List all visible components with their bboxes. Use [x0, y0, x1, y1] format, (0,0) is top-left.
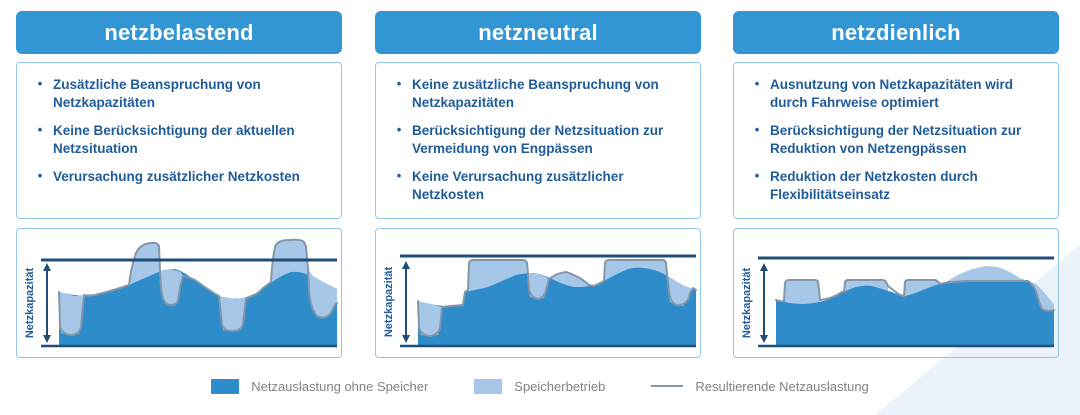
- bullets-box-netzneutral: • Keine zusätzliche Beanspruchung von Ne…: [375, 62, 701, 219]
- bullet-icon: •: [754, 168, 760, 184]
- legend-label: Speicherbetrieb: [514, 378, 606, 394]
- arrow-up-icon: [402, 261, 410, 269]
- column-netzneutral: netzneutral • Keine zusätzliche Beanspru…: [375, 0, 701, 358]
- storage-area: [160, 269, 183, 306]
- storage-area: [308, 269, 337, 317]
- resulting-load-curve: [775, 279, 1055, 312]
- chart-netzdienlich: Netzkapazität: [733, 228, 1059, 358]
- storage-area: [418, 301, 442, 336]
- load-area: [776, 281, 1054, 346]
- bullet-icon: •: [37, 168, 43, 184]
- bullet-text: Berücksichtigung der Netzsituation zur R…: [770, 123, 1022, 156]
- chart-netzneutral: Netzkapazität: [375, 228, 701, 358]
- column-title: netzneutral: [478, 19, 598, 45]
- result-line-swatch-icon: [651, 385, 684, 387]
- column-title: netzbelastend: [104, 19, 254, 45]
- list-item: • Ausnutzung von Netzkapazitäten wird du…: [744, 76, 1044, 111]
- chart-netzbelastend: Netzkapazität: [16, 228, 342, 358]
- chart-svg: Netzkapazität: [383, 254, 697, 348]
- bullet-text: Reduktion der Netzkosten durch Flexibili…: [770, 169, 978, 202]
- column-netzdienlich: netzdienlich • Ausnutzung von Netzkapazi…: [733, 0, 1059, 358]
- chart-svg: Netzkapazität: [24, 238, 338, 348]
- list-item: • Zusätzliche Beanspruchung von Netzkapa…: [27, 76, 327, 111]
- bullet-icon: •: [396, 168, 402, 184]
- column-header-netzbelastend: netzbelastend: [16, 11, 342, 54]
- list-item: • Reduktion der Netzkosten durch Flexibi…: [744, 168, 1044, 203]
- resulting-load-curve: [417, 259, 697, 337]
- bullet-text: Berücksichtigung der Netzsituation zur V…: [412, 123, 664, 156]
- legend-item-result: Resultierende Netzauslastung: [651, 378, 869, 394]
- load-area: [59, 269, 337, 346]
- bullet-text: Keine zusätzliche Beanspruchung von Netz…: [412, 77, 659, 110]
- legend-item-storage: Speicherbetrieb: [474, 378, 606, 394]
- arrow-down-icon: [402, 335, 410, 343]
- arrow-up-icon: [760, 263, 768, 271]
- axis-label: Netzkapazität: [24, 268, 36, 339]
- bullet-icon: •: [396, 122, 402, 138]
- legend-label: Resultierende Netzauslastung: [695, 378, 869, 394]
- bullets-box-netzbelastend: • Zusätzliche Beanspruchung von Netzkapa…: [16, 62, 342, 219]
- list-item: • Keine zusätzliche Beanspruchung von Ne…: [386, 76, 686, 111]
- bullet-text: Keine Berücksichtigung der aktuellen Net…: [53, 123, 295, 156]
- load-swatch-icon: [211, 378, 240, 394]
- arrow-down-icon: [43, 335, 51, 343]
- storage-swatch-icon: [474, 378, 503, 394]
- column-header-netzdienlich: netzdienlich: [733, 11, 1059, 54]
- bullet-icon: •: [754, 76, 760, 91]
- bullet-icon: •: [754, 122, 760, 138]
- axis-label: Netzkapazität: [741, 268, 753, 339]
- bullet-text: Verursachung zusätzlicher Netzkosten: [53, 169, 300, 185]
- storage-area: [784, 280, 820, 309]
- axis-label: Netzkapazität: [383, 267, 395, 338]
- list-item: • Berücksichtigung der Netzsituation zur…: [744, 122, 1044, 157]
- bullet-text: Keine Verursachung zusätzlicher Netzkost…: [412, 169, 624, 202]
- chart-svg: Netzkapazität: [741, 256, 1055, 348]
- legend: Netzauslastung ohne Speicher Speicherbet…: [0, 372, 1080, 400]
- load-area: [418, 267, 696, 346]
- list-item: • Verursachung zusätzlicher Netzkosten: [27, 168, 327, 186]
- legend-item-load: Netzauslastung ohne Speicher: [211, 378, 429, 394]
- bullet-icon: •: [37, 122, 43, 138]
- arrow-down-icon: [760, 335, 768, 343]
- storage-area: [59, 292, 84, 335]
- list-item: • Keine Berücksichtigung der aktuellen N…: [27, 122, 327, 157]
- storage-area: [667, 274, 696, 306]
- storage-area: [219, 296, 249, 331]
- bullet-icon: •: [396, 76, 402, 91]
- bullet-text: Zusätzliche Beanspruchung von Netzkapazi…: [53, 77, 261, 110]
- storage-area: [528, 273, 548, 299]
- resulting-load-curve: [58, 238, 338, 336]
- column-header-netzneutral: netzneutral: [375, 11, 701, 54]
- list-item: • Berücksichtigung der Netzsituation zur…: [386, 122, 686, 157]
- column-title: netzdienlich: [831, 19, 961, 45]
- bullets-box-netzdienlich: • Ausnutzung von Netzkapazitäten wird du…: [733, 62, 1059, 219]
- bullet-icon: •: [37, 76, 43, 91]
- list-item: • Keine Verursachung zusätzlicher Netzko…: [386, 168, 686, 203]
- column-netzbelastend: netzbelastend • Zusätzliche Beanspruchun…: [16, 0, 342, 358]
- arrow-up-icon: [43, 263, 51, 271]
- bullet-text: Ausnutzung von Netzkapazitäten wird durc…: [770, 77, 1014, 110]
- legend-label: Netzauslastung ohne Speicher: [251, 378, 429, 394]
